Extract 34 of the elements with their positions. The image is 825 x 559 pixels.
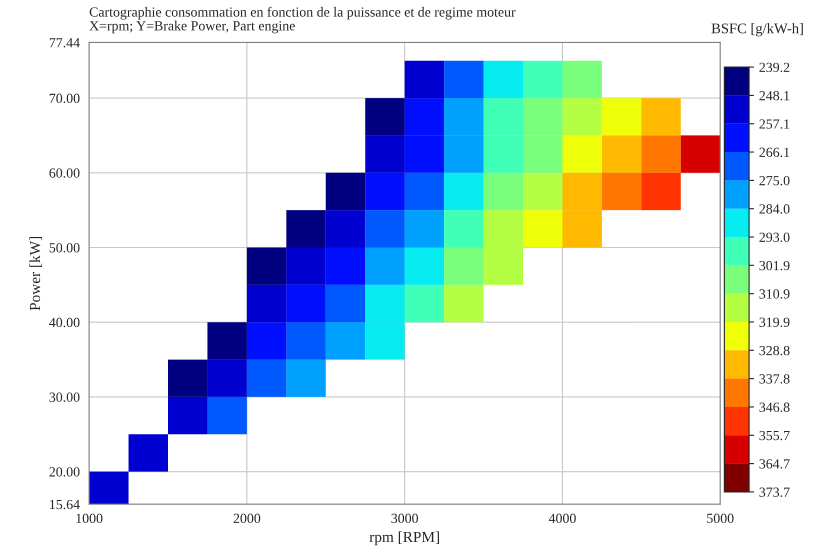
y-tick-label: 40.00 <box>49 318 80 328</box>
y-tick-label: 15.64 <box>50 500 80 510</box>
y-tick-label: 77.44 <box>50 38 80 48</box>
color-bar-label: 355.7 <box>759 430 790 440</box>
y-tick-label: 50.00 <box>50 243 80 253</box>
color-bar-label: 364.7 <box>759 459 790 469</box>
x-axis-title: rpm [RPM] <box>370 531 439 546</box>
y-tick-label: 30.00 <box>49 392 80 402</box>
color-bar-label: 266.1 <box>759 148 790 158</box>
color-bar-label: 337.8 <box>759 374 790 384</box>
y-axis-title: Power [kW] <box>29 236 42 310</box>
chart-subtitle: X=rpm; Y=Brake Power, Part engine <box>89 20 295 34</box>
y-tick-label: 70.00 <box>50 94 80 104</box>
color-bar-label: 248.1 <box>759 90 790 100</box>
color-bar-label: 319.9 <box>759 318 790 327</box>
color-bar-label: 275.0 <box>759 176 790 186</box>
color-bar-label: 328.8 <box>759 346 790 356</box>
chart-title: Cartographie consommation en fonction de la puissance et de regime moteur <box>90 6 516 20</box>
y-tick-label: 60.00 <box>49 168 80 178</box>
x-tick-label: 3000 <box>391 514 418 524</box>
y-tick-label: 20.00 <box>49 467 80 477</box>
x-tick-label: 2000 <box>234 514 260 524</box>
color-bar-label: 373.7 <box>759 488 790 497</box>
x-tick-label: 4000 <box>548 514 576 524</box>
color-bar-label: 310.9 <box>759 289 790 299</box>
color-bar-title: BSFC [g/kW-h] <box>712 23 803 36</box>
color-bar-label: 239.2 <box>759 62 790 72</box>
x-tick-label: 5000 <box>707 514 734 524</box>
color-bar-label: 257.1 <box>759 119 790 129</box>
color-bar-label: 346.8 <box>759 402 790 412</box>
color-bar-label: 284.0 <box>759 204 790 214</box>
color-bar-label: 301.9 <box>759 260 790 270</box>
x-tick-label: 1000 <box>76 514 102 524</box>
color-bar-label: 293.0 <box>759 232 790 242</box>
